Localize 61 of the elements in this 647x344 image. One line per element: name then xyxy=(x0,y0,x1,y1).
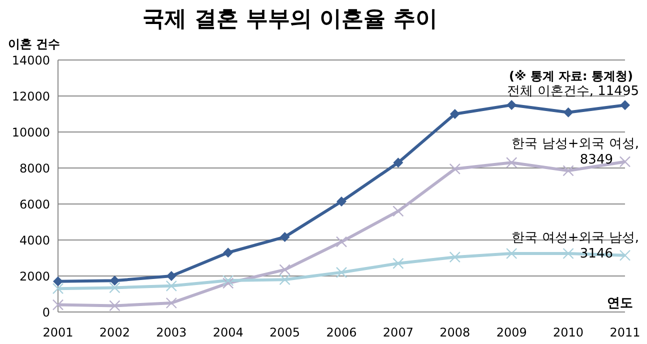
point xyxy=(336,266,348,278)
point xyxy=(392,206,404,217)
point xyxy=(562,165,574,176)
data-label: 3146 xyxy=(580,246,613,262)
x-tick-label: 2010 xyxy=(553,326,584,340)
x-tick-label: 2006 xyxy=(326,326,357,340)
x-tick-label: 2001 xyxy=(42,326,74,340)
point xyxy=(336,196,346,206)
point xyxy=(166,271,176,281)
point xyxy=(279,264,290,276)
point xyxy=(449,163,460,174)
x-tick-label: 2009 xyxy=(496,326,527,340)
point xyxy=(336,236,348,248)
chart-title: 국제 결혼 부부의 이혼율 추이 xyxy=(142,6,438,34)
text: 전체 이혼건수, 11495 xyxy=(507,84,639,100)
point xyxy=(450,109,460,119)
point xyxy=(109,300,120,312)
point xyxy=(506,157,518,168)
series-label: 한국 여성+외국 남성, xyxy=(512,230,639,246)
x-tick-label: 2003 xyxy=(156,326,187,340)
y-tick-label: 14000 xyxy=(12,53,50,68)
point xyxy=(393,158,404,168)
point xyxy=(166,297,177,309)
point xyxy=(52,299,64,310)
point xyxy=(52,283,64,294)
point xyxy=(392,258,404,269)
annotation: (※ 통계 자료: 통계청) xyxy=(509,68,633,85)
y-tick-label: 0 xyxy=(42,305,50,320)
y-tick-label: 2000 xyxy=(19,269,50,284)
point xyxy=(619,156,631,168)
point xyxy=(506,248,518,260)
y-tick-label: 8000 xyxy=(19,161,50,176)
data-label: 8349 xyxy=(580,152,613,168)
x-tick-label: 2005 xyxy=(270,326,300,340)
point xyxy=(166,280,177,292)
point xyxy=(53,276,63,286)
point xyxy=(563,107,574,118)
point xyxy=(110,276,120,286)
y-tick-label: 4000 xyxy=(19,233,50,248)
point xyxy=(449,252,460,263)
y-tick-label: 12000 xyxy=(12,89,50,104)
point xyxy=(223,248,234,258)
series-label: 한국 남성+외국 여성, xyxy=(512,136,639,152)
x-tick-label: 2011 xyxy=(610,326,640,340)
x-tick-label: 2002 xyxy=(99,326,130,340)
y-tick-label: 10000 xyxy=(12,125,50,140)
point xyxy=(562,248,574,260)
point xyxy=(506,100,517,110)
point xyxy=(222,274,234,286)
point xyxy=(279,274,290,286)
point xyxy=(109,282,120,294)
point xyxy=(280,232,290,242)
x-tick-label: 2004 xyxy=(212,326,244,340)
point xyxy=(619,250,631,261)
x-axis-title: 연도 xyxy=(607,295,633,312)
y-axis-title: 이혼 건수 xyxy=(8,36,60,53)
y-tick-label: 6000 xyxy=(19,197,50,212)
point xyxy=(222,278,234,289)
x-tick-label: 2007 xyxy=(382,326,414,340)
x-tick-label: 2008 xyxy=(440,326,470,340)
point xyxy=(620,100,630,110)
